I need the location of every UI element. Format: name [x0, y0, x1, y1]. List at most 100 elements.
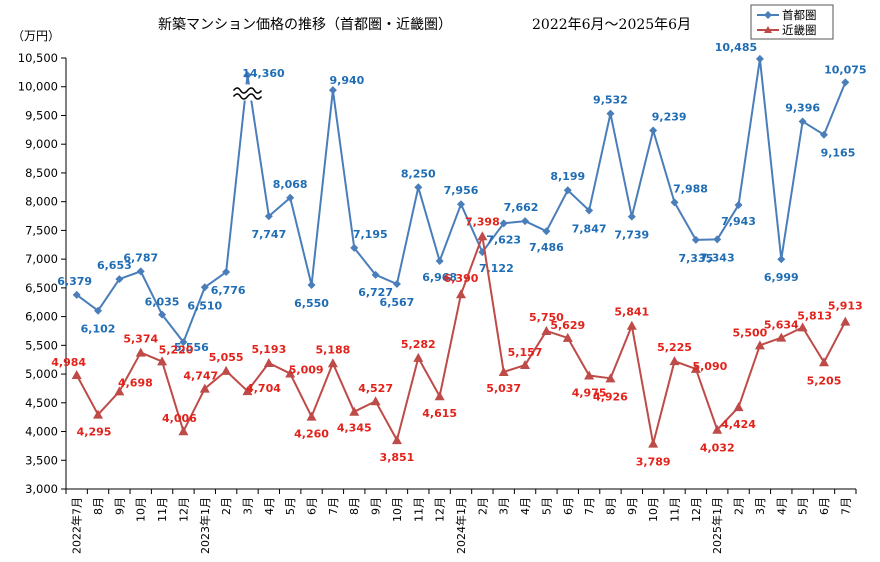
- data-label-kinki: 5,205: [807, 374, 842, 387]
- data-label-kinki: 4,975: [572, 387, 607, 400]
- point-kinki: [71, 369, 82, 379]
- point-kinki: [562, 332, 573, 342]
- data-label-kinki: 5,009: [289, 364, 324, 377]
- data-label-shutoken: 7,662: [504, 201, 539, 214]
- point-kinki: [733, 402, 744, 412]
- data-label-shutoken: 7,486: [529, 241, 564, 254]
- point-shutoken: [179, 338, 188, 347]
- y-tick-label: 9,500: [25, 108, 58, 122]
- x-tick-label: 5月: [797, 497, 810, 515]
- point-shutoken: [435, 256, 444, 265]
- data-label-shutoken: 10,075: [824, 63, 866, 76]
- data-label-kinki: 4,032: [700, 442, 735, 455]
- x-tick-label: 4月: [775, 497, 788, 515]
- x-tick-label: 2023年1月: [198, 497, 212, 554]
- data-label-shutoken: 6,776: [211, 284, 246, 297]
- data-label-shutoken: 6,727: [358, 286, 393, 299]
- data-label-kinki: 5,374: [123, 333, 158, 346]
- point-shutoken: [670, 198, 679, 207]
- data-label-kinki: 5,750: [529, 311, 564, 324]
- data-label-shutoken: 7,956: [444, 184, 479, 197]
- y-tick-label: 6,000: [25, 310, 58, 324]
- point-shutoken: [819, 130, 828, 139]
- point-shutoken: [286, 193, 295, 202]
- x-tick-label: 6月: [562, 497, 575, 515]
- y-tick-label: 6,500: [25, 281, 58, 295]
- data-label-shutoken: 7,943: [721, 215, 756, 228]
- point-shutoken: [328, 86, 337, 95]
- data-label-kinki: 5,188: [315, 343, 350, 356]
- point-shutoken: [94, 306, 103, 315]
- point-kinki: [327, 358, 338, 368]
- point-kinki: [413, 352, 424, 362]
- point-kinki: [242, 386, 253, 396]
- data-label-shutoken: 10,485: [715, 41, 757, 54]
- x-tick-label: 9月: [626, 497, 639, 515]
- data-label-shutoken: 7,747: [251, 228, 286, 241]
- axis-break-wave-bottom: [232, 93, 263, 100]
- data-label-kinki: 5,055: [209, 351, 244, 364]
- point-shutoken: [243, 71, 252, 80]
- legend-diamond-icon: [764, 11, 772, 19]
- chart-title: 新築マンション価格の推移（首都圏・近畿圏）: [158, 17, 452, 33]
- legend: 首都圏 近畿圏: [750, 4, 834, 40]
- x-tick-label: 3月: [241, 497, 254, 515]
- data-label-shutoken: 6,968: [422, 271, 457, 284]
- y-tick-label: 9,000: [25, 137, 58, 151]
- data-label-shutoken: 9,239: [652, 110, 687, 123]
- point-kinki: [456, 289, 466, 299]
- y-tick-label: 5,000: [25, 367, 58, 381]
- legend-box: [750, 4, 834, 40]
- data-label-shutoken: 7,343: [700, 251, 735, 264]
- x-tick-label: 9月: [370, 497, 383, 515]
- x-tick-label: 10月: [647, 497, 660, 522]
- chart-subtitle: 2022年6月～2025年6月: [532, 17, 691, 33]
- point-shutoken: [72, 290, 81, 299]
- point-shutoken: [627, 212, 636, 221]
- point-kinki: [797, 322, 808, 332]
- point-kinki: [391, 435, 402, 445]
- legend-triangle-icon: [764, 26, 772, 33]
- data-label-kinki: 5,629: [550, 319, 585, 332]
- y-tick-label: 3,000: [25, 482, 58, 496]
- point-kinki: [93, 409, 104, 419]
- point-shutoken: [777, 255, 786, 264]
- point-shutoken: [222, 268, 231, 277]
- point-shutoken: [264, 212, 273, 221]
- point-shutoken: [158, 310, 167, 319]
- data-label-kinki: 7,398: [465, 215, 500, 228]
- data-label-kinki: 5,037: [486, 382, 521, 395]
- data-label-shutoken: 6,379: [57, 275, 92, 288]
- y-axis: 3,000 3,500 4,000 4,500 5,000 5,500 6,000 6,500…: [18, 51, 67, 496]
- point-kinki: [584, 370, 595, 380]
- x-tick-label: 2月: [476, 497, 489, 515]
- y-tick-label: 10,000: [18, 80, 58, 94]
- axis-break-mark: [232, 84, 263, 101]
- legend-label-shutoken: 首都圏: [782, 8, 817, 22]
- point-kinki: [434, 391, 445, 401]
- data-label-kinki: 5,220: [159, 343, 194, 356]
- data-label-kinki: 4,527: [358, 382, 393, 395]
- point-kinki: [712, 424, 723, 434]
- data-label-kinki: 5,500: [733, 326, 768, 339]
- data-label-shutoken: 7,122: [479, 262, 514, 275]
- x-tick-label: 7月: [327, 497, 340, 515]
- data-label-shutoken: 9,396: [785, 101, 820, 114]
- data-label-kinki: 5,225: [657, 341, 692, 354]
- point-shutoken: [542, 227, 551, 236]
- point-kinki: [263, 357, 274, 367]
- point-kinki: [605, 373, 616, 383]
- data-label-shutoken: 6,102: [81, 323, 116, 336]
- data-label-shutoken: 6,550: [294, 297, 329, 310]
- y-tick-label: 10,500: [18, 51, 58, 65]
- point-shutoken: [457, 200, 465, 209]
- data-label-kinki: 5,841: [614, 306, 649, 319]
- point-shutoken: [649, 126, 658, 135]
- x-tick-label: 8月: [92, 497, 105, 515]
- data-label-shutoken: 8,199: [550, 170, 585, 183]
- x-tick-label: 2月: [733, 497, 746, 515]
- point-shutoken: [115, 275, 124, 284]
- y-tick-label: 5,500: [25, 338, 58, 352]
- point-kinki: [114, 386, 125, 396]
